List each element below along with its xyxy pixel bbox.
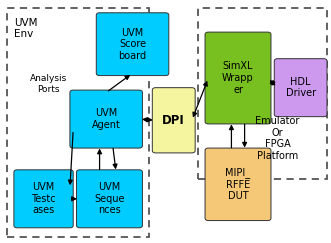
FancyBboxPatch shape: [70, 90, 142, 148]
Text: Emulator
Or
FPGA
Platform: Emulator Or FPGA Platform: [256, 116, 300, 161]
FancyBboxPatch shape: [274, 59, 327, 117]
Text: HDL
Driver: HDL Driver: [286, 77, 316, 98]
FancyBboxPatch shape: [96, 13, 169, 76]
Text: UVM
Testc
ases: UVM Testc ases: [31, 182, 56, 215]
FancyBboxPatch shape: [205, 32, 271, 124]
FancyBboxPatch shape: [152, 88, 195, 153]
FancyBboxPatch shape: [205, 148, 271, 221]
Text: MIPI_
RFFE
DUT: MIPI_ RFFE DUT: [225, 167, 251, 201]
Text: UVM
Seque
nces: UVM Seque nces: [94, 182, 125, 215]
Text: Analysis
Ports: Analysis Ports: [30, 74, 67, 94]
FancyBboxPatch shape: [76, 170, 142, 228]
Text: UVM
Score
board: UVM Score board: [118, 28, 147, 61]
Text: DPI: DPI: [163, 114, 185, 127]
Text: UVM
Agent: UVM Agent: [92, 108, 120, 130]
FancyBboxPatch shape: [14, 170, 73, 228]
Text: SimXL
Wrapp
er: SimXL Wrapp er: [222, 61, 254, 95]
Text: UVM
Env: UVM Env: [14, 17, 37, 39]
